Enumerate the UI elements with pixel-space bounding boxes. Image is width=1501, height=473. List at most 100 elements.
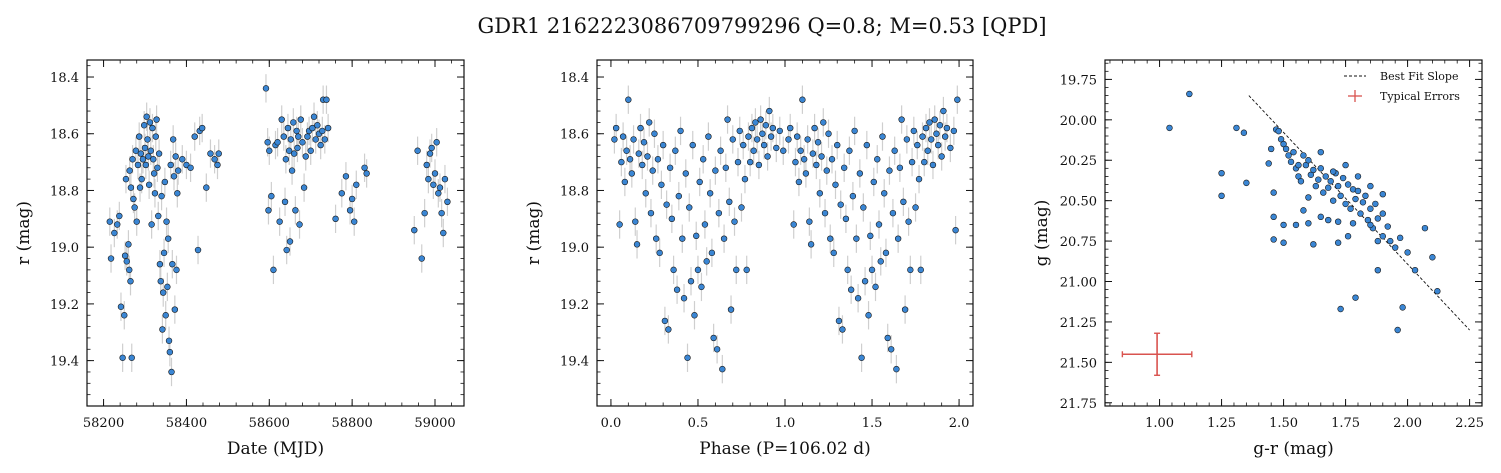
data-point [1233,124,1240,132]
data-point [1399,304,1406,311]
y-tick-label: 21.00 [1060,276,1097,291]
data-point [150,156,157,163]
data-point [430,181,437,188]
data-point [302,153,309,160]
data-point [934,141,942,149]
data-point [679,235,686,242]
data-point [713,346,721,353]
data-point [1320,189,1327,196]
y-tick-label: 19.2 [560,298,589,313]
data-point [153,116,160,123]
data-point [284,124,292,132]
data-point [663,201,670,208]
data-point [353,181,360,188]
data-point [128,354,135,361]
data-point [677,127,684,135]
data-point [759,130,766,137]
data-point [640,139,648,146]
data-point [901,306,909,313]
data-point [338,190,345,197]
data-point [672,147,679,154]
data-point [111,229,118,237]
legend-label-fit: Best Fit Slope [1380,70,1458,83]
data-point [952,226,959,234]
data-point [1394,326,1401,334]
data-point [288,167,296,174]
data-point [421,209,428,217]
data-point [1429,254,1436,261]
data-point [270,266,277,274]
data-point [139,156,147,163]
data-point [144,136,151,143]
data-point [156,260,164,268]
data-point [1334,239,1342,246]
data-point [954,96,961,103]
data-point [138,175,145,183]
data-point [304,133,311,140]
y-axis-label: g (mag) [1032,200,1052,267]
data-point [166,348,174,356]
y-tick-label: 20.25 [1060,154,1097,169]
data-point [633,241,641,248]
data-point [898,116,905,123]
data-point [187,164,194,171]
y-tick-label: 18.8 [50,184,79,199]
phase-folded-panel: 0.0 0.5 1.0 1.5 2.0 18.4 18.6 18.8 19.0 19.2 19.4 P… [524,59,974,459]
data-point [884,334,891,342]
data-point [1421,224,1429,232]
data-point [865,312,872,319]
data-point [752,119,759,126]
data-point [793,133,801,140]
y-tick-label: 18.8 [560,184,589,199]
data-point [152,133,159,140]
data-point [785,136,792,143]
data-point [346,207,354,214]
data-point [1352,195,1359,203]
data-point [632,218,639,225]
data-point [1265,160,1272,167]
data-point [921,158,928,166]
data-point [148,221,155,228]
data-point [872,283,879,291]
data-point [733,266,740,274]
data-point [682,170,689,177]
data-point [908,158,916,166]
data-point [675,192,683,200]
data-point [773,144,780,152]
data-layer [106,74,451,387]
data-point [726,198,733,206]
data-point [278,116,285,123]
data-point [134,161,142,169]
data-point [165,337,173,344]
data-point [127,184,135,191]
data-point [160,289,167,296]
data-point [621,178,629,186]
data-point [121,252,129,259]
data-point [141,144,149,152]
y-tick-label: 18.6 [50,128,79,143]
data-point [1367,205,1374,212]
data-point [868,266,876,274]
data-point [706,190,714,197]
data-point [1292,221,1300,229]
data-point [297,116,304,123]
data-point [673,286,681,293]
data-point [917,266,924,274]
data-point [1347,205,1354,212]
x-tick-label: 1.5 [862,416,883,431]
data-point [1305,157,1312,164]
data-point [790,221,797,228]
data-point [119,354,126,361]
data-point [1329,197,1337,204]
y-axis-label: r (mag) [14,201,34,265]
x-axis-label: Phase (P=106.02 d) [699,439,870,459]
data-point [122,175,130,183]
data-point [731,218,738,225]
data-point [931,116,938,123]
data-point [630,136,637,143]
data-point [745,133,752,140]
data-point [849,192,857,200]
data-point [720,235,728,242]
data-point [117,303,125,310]
